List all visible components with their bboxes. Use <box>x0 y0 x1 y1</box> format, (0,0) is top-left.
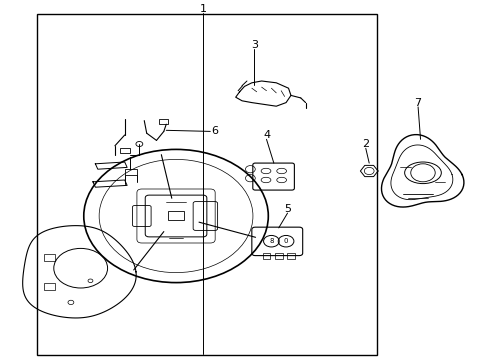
Bar <box>274 253 282 259</box>
Bar <box>168 211 183 220</box>
Text: 7: 7 <box>414 98 421 108</box>
Text: 6: 6 <box>211 126 218 136</box>
Bar <box>120 148 129 153</box>
Bar <box>262 253 270 259</box>
Text: 0: 0 <box>283 238 288 244</box>
Bar <box>44 283 55 290</box>
Text: 1: 1 <box>199 4 206 14</box>
Text: 4: 4 <box>263 130 269 140</box>
Bar <box>286 253 294 259</box>
Bar <box>44 254 55 261</box>
Text: 3: 3 <box>250 40 257 50</box>
Bar <box>37 14 376 355</box>
Text: 8: 8 <box>268 238 273 244</box>
Bar <box>124 169 137 175</box>
Bar <box>159 119 167 124</box>
Text: 2: 2 <box>362 139 368 149</box>
Text: 5: 5 <box>284 204 290 214</box>
